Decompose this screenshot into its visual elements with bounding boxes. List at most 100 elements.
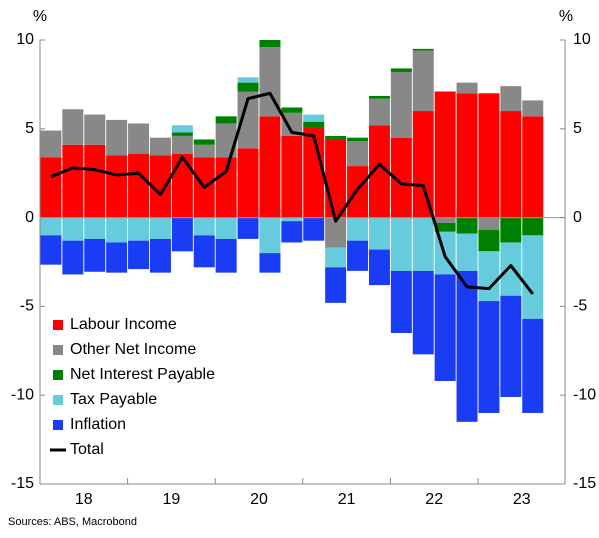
bar-segment — [259, 253, 281, 273]
bar-segment — [434, 217, 456, 223]
bar-segment — [106, 217, 128, 243]
y-tick-label: 0 — [25, 209, 34, 226]
bar-segment — [128, 153, 150, 218]
bar-segment — [478, 217, 500, 231]
bar-segment — [434, 274, 456, 381]
bar-segment — [325, 139, 347, 218]
bar-segment — [40, 130, 62, 158]
bar-segment — [368, 95, 390, 99]
legend-label: Labour Income — [70, 316, 177, 333]
bar-segment — [390, 71, 412, 138]
x-tick-label: 19 — [163, 491, 181, 508]
bar-segment — [500, 242, 522, 296]
bar-segment — [478, 230, 500, 252]
bar-segment — [522, 235, 544, 319]
bar-segment — [237, 77, 259, 83]
bar-segment — [237, 82, 259, 92]
legend-swatch — [53, 345, 63, 355]
bar-segment — [522, 217, 544, 236]
bar-segment — [84, 144, 106, 218]
bar-segment — [281, 135, 303, 218]
y-unit-right: % — [559, 8, 573, 25]
bar-segment — [128, 217, 150, 241]
bar-segment — [500, 295, 522, 397]
bar-segment — [522, 100, 544, 117]
bar-segment — [149, 155, 171, 218]
bar-segment — [303, 217, 325, 241]
bar-segment — [390, 137, 412, 218]
bar-segment — [522, 116, 544, 218]
legend-label: Inflation — [70, 416, 126, 433]
bar-segment — [171, 132, 193, 136]
bar-segment — [281, 107, 303, 113]
bar-segment — [368, 125, 390, 218]
bar-segment — [281, 112, 303, 136]
y-tick-label: -10 — [11, 386, 34, 403]
bar-segment — [128, 123, 150, 154]
bar-segment — [40, 157, 62, 218]
bar-segment — [325, 267, 347, 303]
bar-segment — [128, 240, 150, 270]
bar-segment — [193, 217, 215, 236]
legend-swatch — [53, 420, 63, 430]
bar-segment — [149, 137, 171, 156]
y2-tick-label: 10 — [573, 31, 591, 48]
bar-segment — [149, 217, 171, 239]
bar-segment — [456, 217, 478, 234]
bar-segment — [84, 217, 106, 239]
bar-segment — [40, 217, 62, 236]
legend-swatch — [53, 370, 63, 380]
bar-segment — [500, 111, 522, 218]
bar-segment — [281, 221, 303, 243]
y-tick-label: 5 — [25, 120, 34, 137]
bar-segment — [478, 301, 500, 413]
legend-swatch — [53, 395, 63, 405]
legend-label: Other Net Income — [70, 341, 196, 358]
bar-segment — [325, 247, 347, 268]
y2-tick-label: 5 — [573, 120, 582, 137]
bar-segment — [62, 109, 84, 145]
bar-segment — [259, 40, 281, 48]
bar-segment — [434, 91, 456, 218]
bar-segment — [412, 111, 434, 218]
legend-swatch — [53, 320, 63, 330]
bar-segment — [347, 240, 369, 271]
bar-segment — [303, 127, 325, 218]
y-tick-label: -15 — [11, 475, 34, 492]
bar-segment — [259, 116, 281, 218]
bar-segment — [215, 157, 237, 218]
y-tick-label: 10 — [16, 31, 34, 48]
bar-segment — [390, 217, 412, 271]
bar-segment — [193, 144, 215, 158]
bar-segment — [149, 238, 171, 273]
bar-segment — [325, 135, 347, 140]
bar-segment — [171, 125, 193, 133]
bar-segment — [456, 270, 478, 422]
bar-segment — [347, 141, 369, 167]
bar-segment — [106, 119, 128, 156]
bar-segment — [215, 238, 237, 273]
bar-segment — [456, 93, 478, 218]
x-tick-label: 21 — [338, 491, 356, 508]
bar-segment — [368, 98, 390, 126]
y2-tick-label: -10 — [573, 386, 596, 403]
bar-segment — [237, 91, 259, 149]
bar-segment — [303, 121, 325, 128]
bar-segment — [171, 153, 193, 218]
y-tick-label: -5 — [20, 298, 34, 315]
x-tick-label: 20 — [250, 491, 268, 508]
bar-segment — [347, 137, 369, 142]
bar-segment — [325, 217, 347, 248]
y2-tick-label: -5 — [573, 298, 587, 315]
bar-segment — [106, 155, 128, 218]
bar-segment — [412, 270, 434, 355]
bar-segment — [193, 235, 215, 268]
x-tick-label: 22 — [425, 491, 443, 508]
source: Sources: ABS, Macrobond — [8, 516, 137, 528]
bar-segment — [259, 47, 281, 117]
bar-segment — [215, 116, 237, 124]
bar-segment — [62, 240, 84, 275]
bar-segment — [500, 86, 522, 112]
bar-segment — [478, 93, 500, 218]
bar-segment — [412, 217, 434, 271]
